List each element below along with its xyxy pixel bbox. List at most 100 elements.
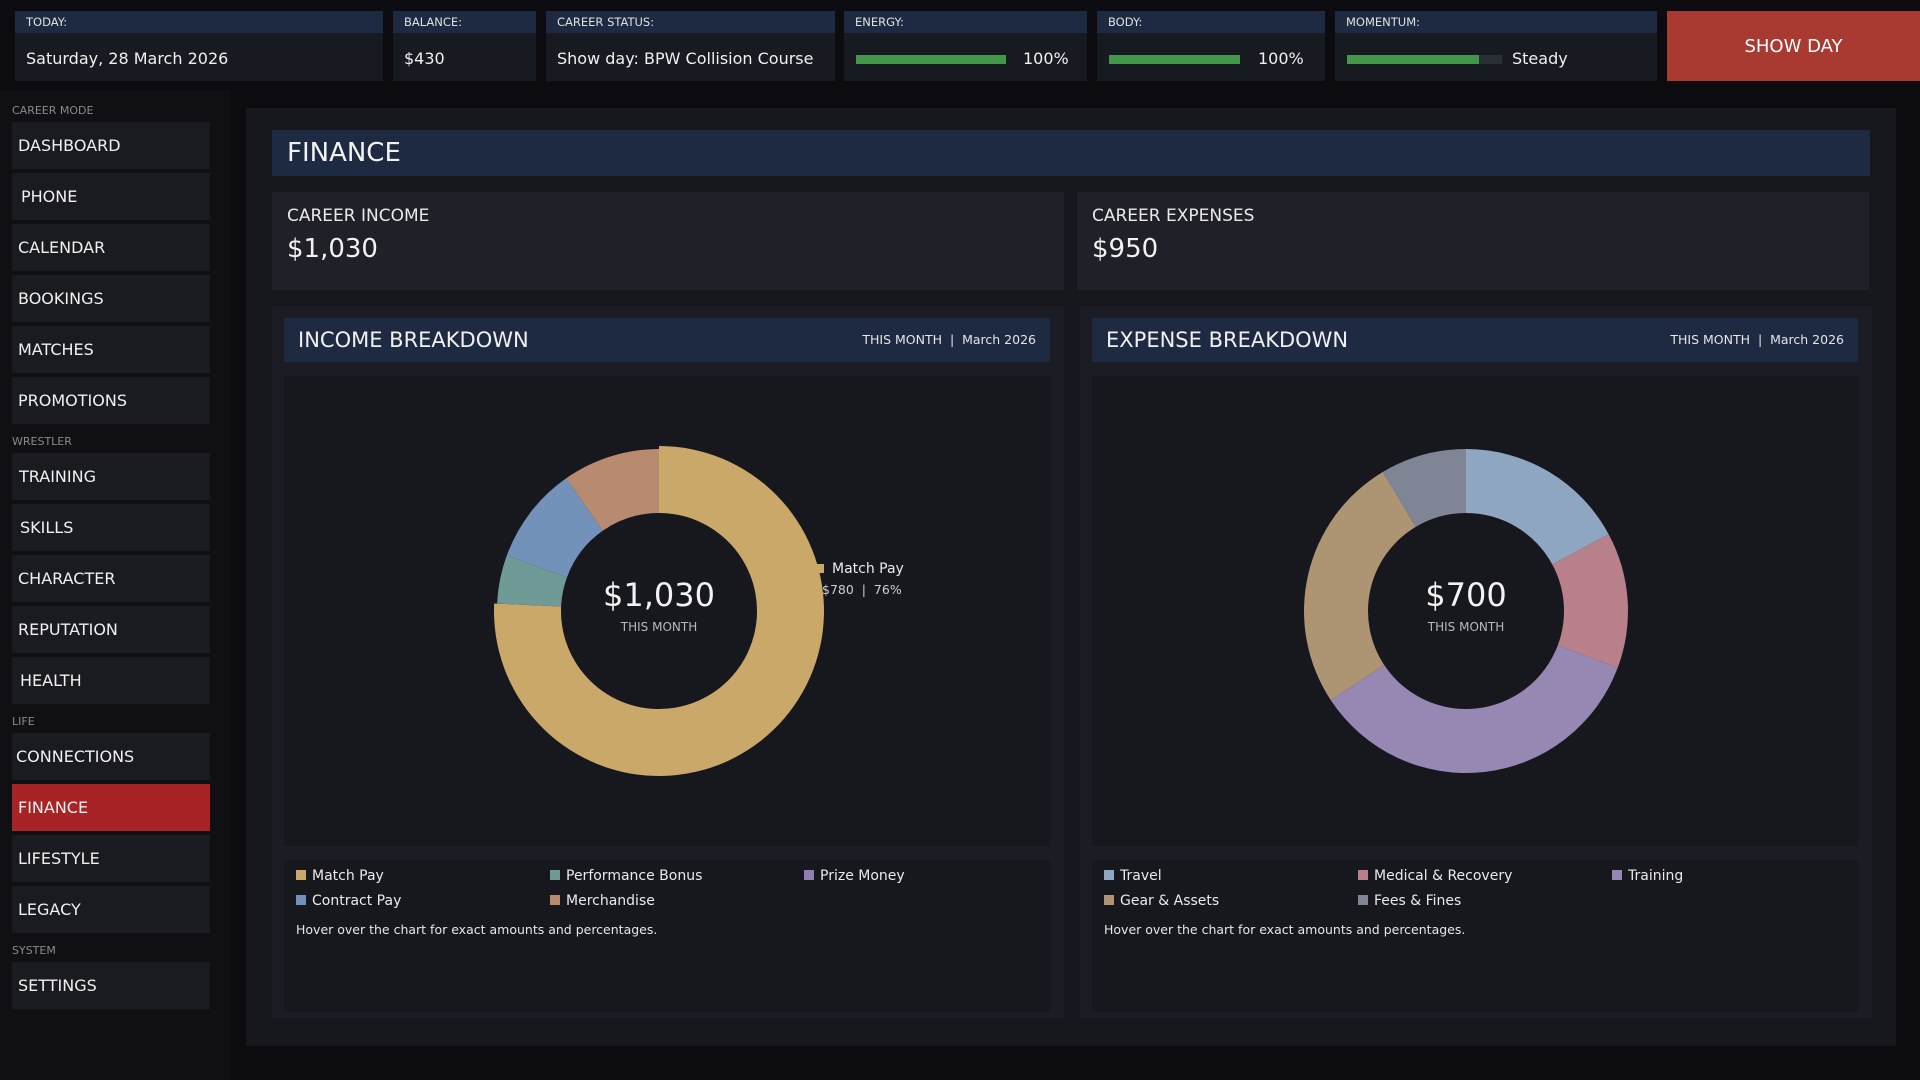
donut-slice-contract-pay[interactable] (506, 478, 603, 578)
balance-value: $430 (404, 49, 445, 68)
section-label-system: SYSTEM (12, 944, 56, 957)
sidebar-item-matches[interactable]: MATCHES (12, 326, 210, 373)
expense-center-value: $700 (1425, 576, 1506, 614)
today-stat: TODAY: Saturday, 28 March 2026 (15, 11, 383, 81)
today-label: TODAY: (15, 11, 383, 33)
expense-hover-note: Hover over the chart for exact amounts a… (1104, 922, 1466, 937)
income-period-label[interactable]: THIS MONTH | March 2026 (862, 332, 1036, 347)
income-breakdown-panel: INCOME BREAKDOWN THIS MONTH | March 2026… (272, 306, 1064, 1018)
section-label-wrestler: WRESTLER (12, 435, 72, 448)
legend-swatch (296, 870, 306, 880)
section-label-career-mode: CAREER MODE (12, 104, 94, 117)
career-status-stat: CAREER STATUS: Show day: BPW Collision C… (546, 11, 835, 81)
sidebar-item-training[interactable]: TRAINING (12, 453, 210, 500)
sidebar-item-phone[interactable]: PHONE (12, 173, 210, 220)
balance-label: BALANCE: (393, 11, 536, 33)
sidebar-item-health[interactable]: HEALTH (12, 657, 210, 704)
page-title: FINANCE (272, 130, 1870, 176)
legend-label: Medical & Recovery (1374, 868, 1513, 884)
expense-chart-area: $700 THIS MONTH (1092, 376, 1858, 846)
energy-meter (856, 55, 1006, 64)
energy-meter-fill (856, 55, 1006, 64)
donut-slice-training[interactable] (1330, 645, 1618, 773)
legend-label: Training (1628, 868, 1684, 884)
momentum-meter-fill (1347, 55, 1479, 64)
body-stat: BODY: 100% (1097, 11, 1325, 81)
sidebar-item-dashboard[interactable]: DASHBOARD (12, 122, 210, 169)
legend-swatch (1104, 870, 1114, 880)
donut-slice-match-pay[interactable] (494, 446, 824, 776)
energy-stat: ENERGY: 100% (844, 11, 1087, 81)
career-expenses-card: CAREER EXPENSES $950 (1077, 192, 1869, 290)
legend-item: Contract Pay (296, 893, 401, 909)
legend-label: Merchandise (566, 893, 655, 909)
legend-swatch (550, 870, 560, 880)
momentum-value: Steady (1512, 49, 1568, 68)
donut-slice-fees-fines[interactable] (1382, 449, 1466, 527)
legend-item: Medical & Recovery (1358, 868, 1512, 884)
momentum-label: MOMENTUM: (1335, 11, 1657, 33)
show-day-button[interactable]: SHOW DAY (1667, 11, 1920, 81)
sidebar-item-connections[interactable]: CONNECTIONS (12, 733, 210, 780)
expense-breakdown-panel: EXPENSE BREAKDOWN THIS MONTH | March 202… (1080, 306, 1872, 1018)
legend-label: Prize Money (820, 868, 905, 884)
income-center-value: $1,030 (603, 576, 715, 614)
tooltip-detail: $780 | 76% (822, 582, 902, 597)
career-income-label: CAREER INCOME (287, 206, 430, 226)
sidebar-item-legacy[interactable]: LEGACY (12, 886, 210, 933)
sidebar-item-skills[interactable]: SKILLS (12, 504, 210, 551)
section-label-life: LIFE (12, 715, 35, 728)
legend-label: Travel (1120, 868, 1162, 884)
legend-item: Performance Bonus (550, 868, 702, 884)
donut-slice-medical-recovery[interactable] (1552, 534, 1628, 668)
body-meter (1109, 55, 1240, 64)
sidebar-item-bookings[interactable]: BOOKINGS (12, 275, 210, 322)
legend-swatch (1104, 895, 1114, 905)
legend-item: Match Pay (296, 868, 384, 884)
legend-item: Prize Money (804, 868, 905, 884)
legend-item: Training (1612, 868, 1683, 884)
energy-value: 100% (1023, 49, 1069, 68)
legend-swatch (1612, 870, 1622, 880)
legend-label: Fees & Fines (1374, 893, 1462, 909)
income-donut-chart[interactable]: $1,030 THIS MONTH Match Pay $780 | 76% (284, 376, 1050, 846)
momentum-stat: MOMENTUM: Steady (1335, 11, 1657, 81)
expense-donut-chart[interactable]: $700 THIS MONTH (1092, 376, 1858, 846)
expense-breakdown-title: EXPENSE BREAKDOWN (1106, 328, 1349, 352)
donut-slice-gear-assets[interactable] (1304, 471, 1416, 701)
expense-period-label[interactable]: THIS MONTH | March 2026 (1670, 332, 1844, 347)
income-breakdown-title: INCOME BREAKDOWN (298, 328, 529, 352)
legend-swatch (296, 895, 306, 905)
legend-item: Gear & Assets (1104, 893, 1219, 909)
sidebar-item-calendar[interactable]: CALENDAR (12, 224, 210, 271)
career-status-value: Show day: BPW Collision Course (557, 49, 814, 68)
sidebar-item-reputation[interactable]: REPUTATION (12, 606, 210, 653)
sidebar-item-settings[interactable]: SETTINGS (12, 962, 210, 1009)
sidebar-item-lifestyle[interactable]: LIFESTYLE (12, 835, 210, 882)
income-hover-note: Hover over the chart for exact amounts a… (296, 922, 658, 937)
sidebar-item-character[interactable]: CHARACTER (12, 555, 210, 602)
legend-swatch (804, 870, 814, 880)
momentum-meter (1347, 55, 1502, 64)
sidebar-item-promotions[interactable]: PROMOTIONS (12, 377, 210, 424)
sidebar-item-finance[interactable]: FINANCE (12, 784, 210, 831)
legend-label: Match Pay (312, 868, 384, 884)
legend-swatch (1358, 870, 1368, 880)
donut-slice-merchandise[interactable] (566, 449, 659, 531)
income-legend: Match Pay Performance Bonus Prize Money … (284, 860, 1050, 1012)
finance-page: FINANCE CAREER INCOME $1,030 CAREER EXPE… (246, 108, 1896, 1046)
body-meter-fill (1109, 55, 1240, 64)
sidebar: CAREER MODE DASHBOARD PHONE CALENDAR BOO… (0, 90, 230, 1080)
legend-label: Performance Bonus (566, 868, 703, 884)
body-value: 100% (1258, 49, 1304, 68)
legend-item: Merchandise (550, 893, 655, 909)
donut-slice-performance-bonus[interactable] (497, 555, 567, 607)
expense-legend: Travel Medical & Recovery Training Gear … (1092, 860, 1858, 1012)
energy-label: ENERGY: (844, 11, 1087, 33)
expense-breakdown-header: EXPENSE BREAKDOWN THIS MONTH | March 202… (1092, 318, 1858, 362)
legend-item: Fees & Fines (1358, 893, 1461, 909)
donut-slice-travel[interactable] (1466, 449, 1609, 565)
body-label: BODY: (1097, 11, 1325, 33)
legend-item: Travel (1104, 868, 1162, 884)
balance-stat: BALANCE: $430 (393, 11, 536, 81)
